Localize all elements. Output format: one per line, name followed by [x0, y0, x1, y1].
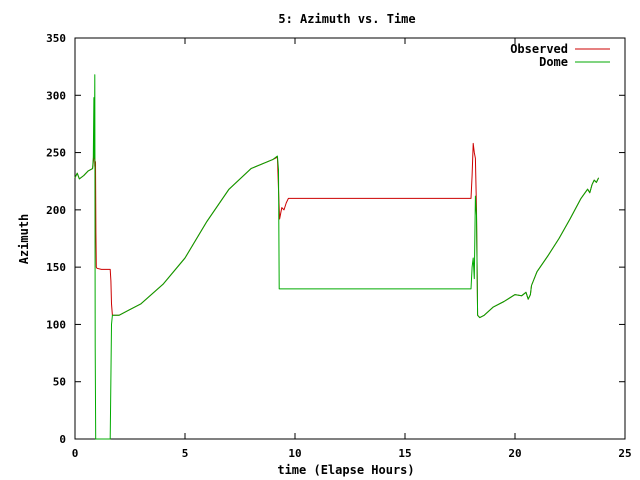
y-tick-label: 250: [46, 147, 66, 160]
y-tick-label: 100: [46, 318, 66, 331]
legend-label-dome: Dome: [539, 55, 568, 69]
x-tick-label: 25: [618, 447, 631, 460]
x-axis-label: time (Elapse Hours): [277, 463, 414, 477]
x-tick-label: 0: [72, 447, 79, 460]
y-tick-label: 350: [46, 32, 66, 45]
x-tick-label: 15: [398, 447, 411, 460]
y-tick-label: 150: [46, 261, 66, 274]
y-tick-label: 50: [53, 376, 66, 389]
plot-frame: [74, 37, 626, 440]
legend-label-observed: Observed: [510, 42, 568, 56]
x-tick-label: 5: [182, 447, 189, 460]
y-tick-label: 0: [59, 433, 66, 446]
y-tick-label: 200: [46, 204, 66, 217]
series-layer: [74, 74, 600, 440]
chart-title: 5: Azimuth vs. Time: [278, 12, 415, 26]
series-line-dome: [74, 74, 600, 440]
y-tick-label: 300: [46, 89, 66, 102]
x-tick-label: 20: [508, 447, 521, 460]
x-tick-label: 10: [288, 447, 301, 460]
y-axis-label: Azimuth: [17, 214, 31, 265]
